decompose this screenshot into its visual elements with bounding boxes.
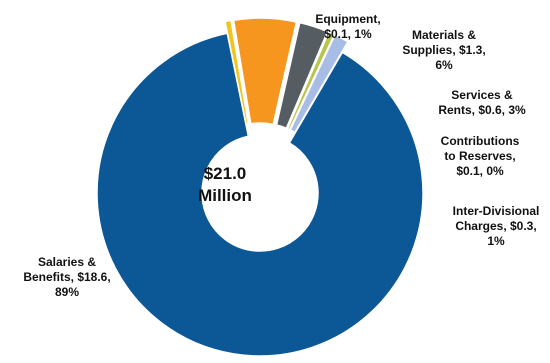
- slice-label-salaries-benefits: Salaries & Benefits, $18.6, 89%: [23, 255, 111, 299]
- slice-label-equipment: Equipment, $0.1, 1%: [315, 12, 381, 41]
- slice-contributions-to-reserves: [286, 31, 336, 131]
- slice-materials-supplies: [232, 17, 298, 126]
- slice-label-contributions-reserves: Contributions to Reserves, $0.1, 0%: [440, 134, 520, 178]
- slice-services-rents: [275, 21, 329, 130]
- center-total-label: $21.0 Million: [170, 163, 280, 207]
- center-total-amount: $21.0: [203, 164, 247, 183]
- slice-label-inter-divisional: Inter-Divisional Charges, $0.3, 1%: [452, 204, 540, 248]
- slice-label-materials-supplies: Materials & Supplies, $1.3, 6%: [402, 28, 486, 72]
- slice-label-services-rents: Services & Rents, $0.6, 3%: [438, 88, 526, 117]
- center-total-unit: Million: [198, 186, 252, 205]
- slice-salaries-benefits: [96, 32, 424, 357]
